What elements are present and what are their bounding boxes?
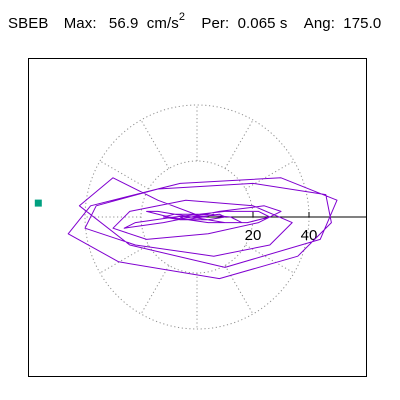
grid-spoke-60	[224, 119, 254, 169]
plot-frame	[28, 58, 367, 377]
grid-spoke-240	[140, 265, 170, 315]
max-unit-exponent: 2	[178, 11, 186, 23]
marker-layer	[34, 199, 42, 207]
orbit-trace	[67, 177, 338, 280]
ang-value: 175.0	[343, 15, 382, 32]
max-unit-base: cm/s	[146, 15, 179, 32]
grid-spoke-300	[224, 265, 254, 315]
grid-spoke-330	[245, 244, 295, 274]
x-tick-label-20: 20	[245, 227, 262, 244]
orbit-series-1	[67, 177, 338, 280]
max-value: 56.9	[108, 15, 139, 32]
per-value: 0.065 s	[237, 15, 288, 32]
max-label: Max:	[63, 15, 97, 32]
x-tick-label-40: 40	[301, 227, 318, 244]
grid-spoke-30	[245, 160, 295, 190]
max-vector-marker	[34, 199, 42, 207]
grid-spoke-120	[140, 119, 170, 169]
grid-spoke-210	[99, 244, 149, 274]
station-code: SBEB	[8, 15, 49, 32]
positive-x-axis: 20 40	[197, 212, 366, 244]
per-label: Per:	[201, 15, 230, 32]
max-unit: cm/s2	[146, 11, 186, 34]
ang-label: Ang:	[303, 15, 336, 32]
grid-spoke-150	[99, 160, 149, 190]
plot-header: SBEB Max: 56.9 cm/s2 Per: 0.065 s Ang: 1…	[8, 11, 382, 34]
